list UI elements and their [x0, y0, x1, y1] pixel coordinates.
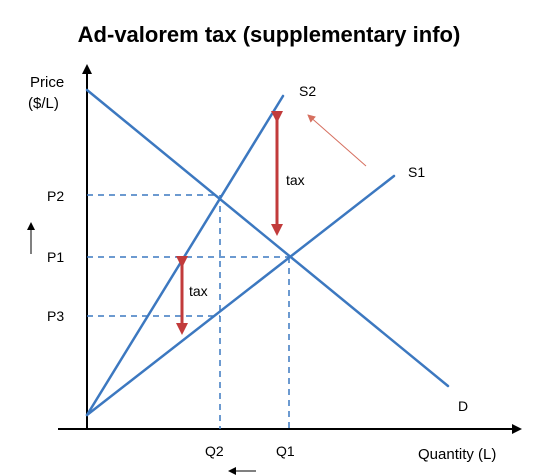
curve-label-s1: S1 — [408, 164, 425, 180]
price-label-p1: P1 — [47, 249, 64, 265]
curve-label-d: D — [458, 398, 468, 414]
price-label-p3: P3 — [47, 308, 64, 324]
x-axis-label: Quantity (L) — [418, 446, 496, 463]
y-axis-label-line2: ($/L) — [28, 95, 59, 112]
lower-tax-label: tax — [189, 283, 208, 299]
quantity-label-q2: Q2 — [205, 443, 224, 459]
diagram-title: Ad-valorem tax (supplementary info) — [78, 22, 461, 47]
y-axis-label-line1: Price — [30, 74, 64, 91]
y-axis-label: Price ($/L) — [28, 74, 68, 112]
tax-arrows — [176, 111, 283, 335]
quantity-label-q1: Q1 — [276, 443, 295, 459]
supply-curve-s1 — [85, 174, 396, 417]
price-label-p2: P2 — [47, 188, 64, 204]
supply-curve-s2 — [85, 94, 285, 417]
curves — [85, 88, 450, 417]
upper-tax-label: tax — [286, 172, 305, 188]
demand-curve — [85, 88, 450, 388]
guide-lines — [87, 194, 290, 429]
curve-label-s2: S2 — [299, 83, 316, 99]
supply-shift-arrow — [307, 114, 367, 167]
